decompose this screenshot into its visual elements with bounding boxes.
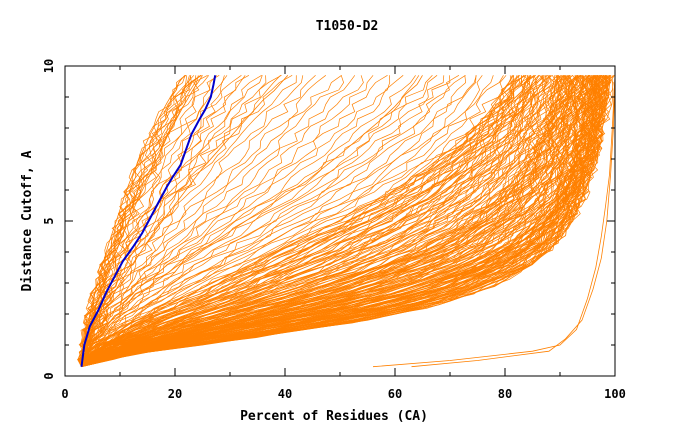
model-line	[81, 75, 549, 367]
model-line	[81, 75, 563, 367]
model-line	[372, 75, 616, 368]
model-line	[81, 75, 595, 368]
model-line	[80, 74, 220, 367]
model-line	[81, 75, 544, 367]
model-line	[81, 75, 587, 367]
model-line	[81, 75, 538, 368]
highlight-model-line	[80, 75, 217, 367]
model-line	[81, 75, 416, 367]
model-line	[81, 75, 565, 367]
model-line	[81, 75, 531, 367]
model-line	[81, 75, 566, 368]
model-line	[81, 75, 590, 368]
plot-lines	[77, 74, 616, 368]
model-line	[81, 75, 559, 367]
model-line	[81, 75, 590, 368]
model-line	[81, 75, 594, 368]
model-line	[81, 75, 344, 367]
model-line	[81, 75, 504, 367]
model-line	[81, 75, 599, 368]
model-line	[81, 75, 523, 367]
y-axis-label: Distance Cutoff, A	[20, 150, 35, 291]
model-line	[81, 75, 565, 367]
model-line	[81, 75, 540, 367]
model-line	[81, 75, 535, 367]
y-tick-label: 10	[42, 59, 56, 73]
model-line	[81, 75, 579, 367]
model-line	[81, 75, 514, 367]
model-line	[81, 75, 477, 367]
model-line	[81, 75, 404, 367]
chart-title: T1050-D2	[316, 19, 379, 34]
model-line	[81, 74, 187, 367]
model-line	[81, 75, 561, 367]
x-axis-label: Percent of Residues (CA)	[240, 409, 428, 424]
x-tick-label: 80	[498, 387, 512, 401]
x-tick-label: 60	[388, 387, 402, 401]
model-line	[78, 75, 192, 367]
model-line	[81, 75, 466, 367]
axis-ticks: 0 20 40 60 80 100 0 5 10	[42, 59, 626, 401]
model-line	[81, 75, 525, 367]
model-line	[81, 75, 477, 367]
x-tick-label: 40	[278, 387, 292, 401]
x-tick-label: 100	[604, 387, 626, 401]
model-line	[81, 75, 558, 367]
model-line	[81, 74, 460, 367]
x-tick-label: 20	[168, 387, 182, 401]
model-line	[81, 75, 304, 367]
model-line	[81, 75, 202, 367]
model-line	[81, 75, 203, 367]
model-line	[81, 75, 611, 368]
model-line	[81, 75, 515, 367]
model-line	[81, 75, 445, 367]
x-tick-label: 0	[61, 387, 68, 401]
y-tick-label: 0	[42, 372, 56, 379]
model-line	[79, 75, 297, 367]
model-line	[81, 75, 578, 367]
model-line	[81, 75, 289, 367]
model-line	[80, 75, 451, 367]
model-line	[80, 75, 186, 367]
y-tick-label: 5	[42, 217, 56, 224]
model-line	[79, 75, 281, 367]
model-line	[81, 75, 388, 367]
model-line	[81, 75, 423, 367]
model-line	[81, 75, 483, 367]
model-line	[81, 74, 527, 367]
model-line	[81, 75, 391, 367]
